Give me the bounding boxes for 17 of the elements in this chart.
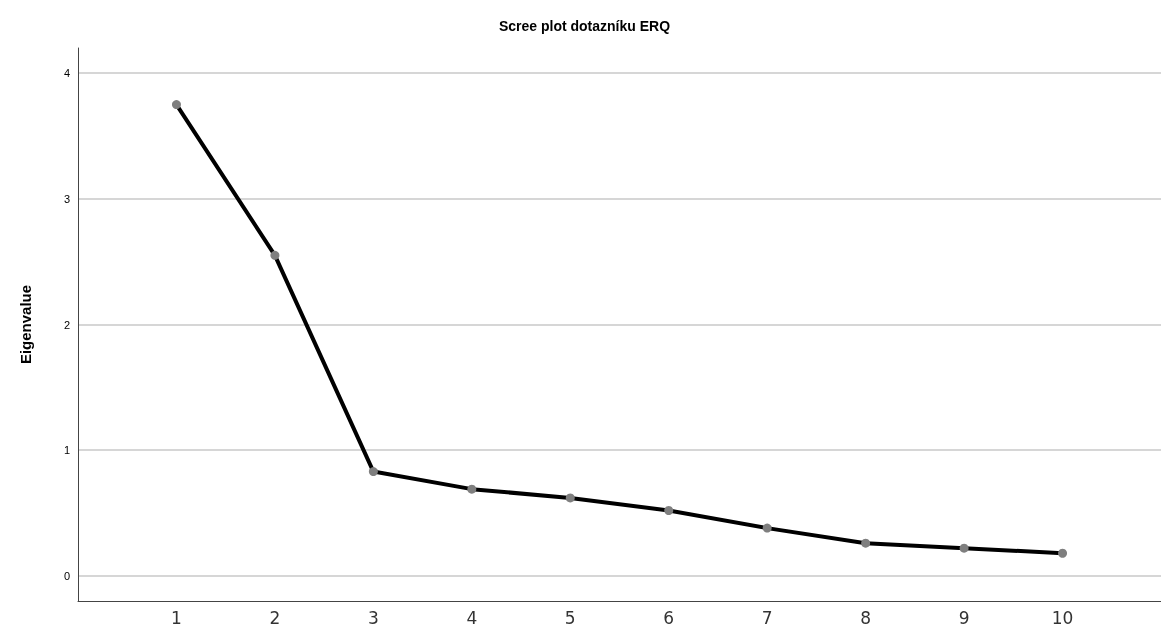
y-tick-label: 1 [63, 444, 70, 457]
x-tick-label: 9 [958, 607, 970, 628]
x-tick-label: 5 [564, 607, 576, 628]
x-tick-label: 6 [663, 607, 675, 628]
y-axis-title: Eigenvalue [17, 284, 34, 365]
y-tick-label: 2 [63, 318, 70, 331]
y-tick-label: 3 [63, 192, 70, 205]
chart-title: Scree plot dotazníku ERQ [498, 18, 671, 34]
x-tick-label: 10 [1051, 607, 1074, 628]
y-tick-label: 0 [63, 569, 70, 582]
x-tick-label: 7 [761, 607, 773, 628]
x-tick-label: 2 [269, 607, 281, 628]
x-tick-label: 3 [367, 607, 379, 628]
y-tick-label: 4 [63, 67, 70, 80]
x-tick-label: 1 [171, 607, 182, 628]
x-tick-label: 8 [860, 607, 872, 628]
x-tick-label: 4 [466, 607, 478, 628]
